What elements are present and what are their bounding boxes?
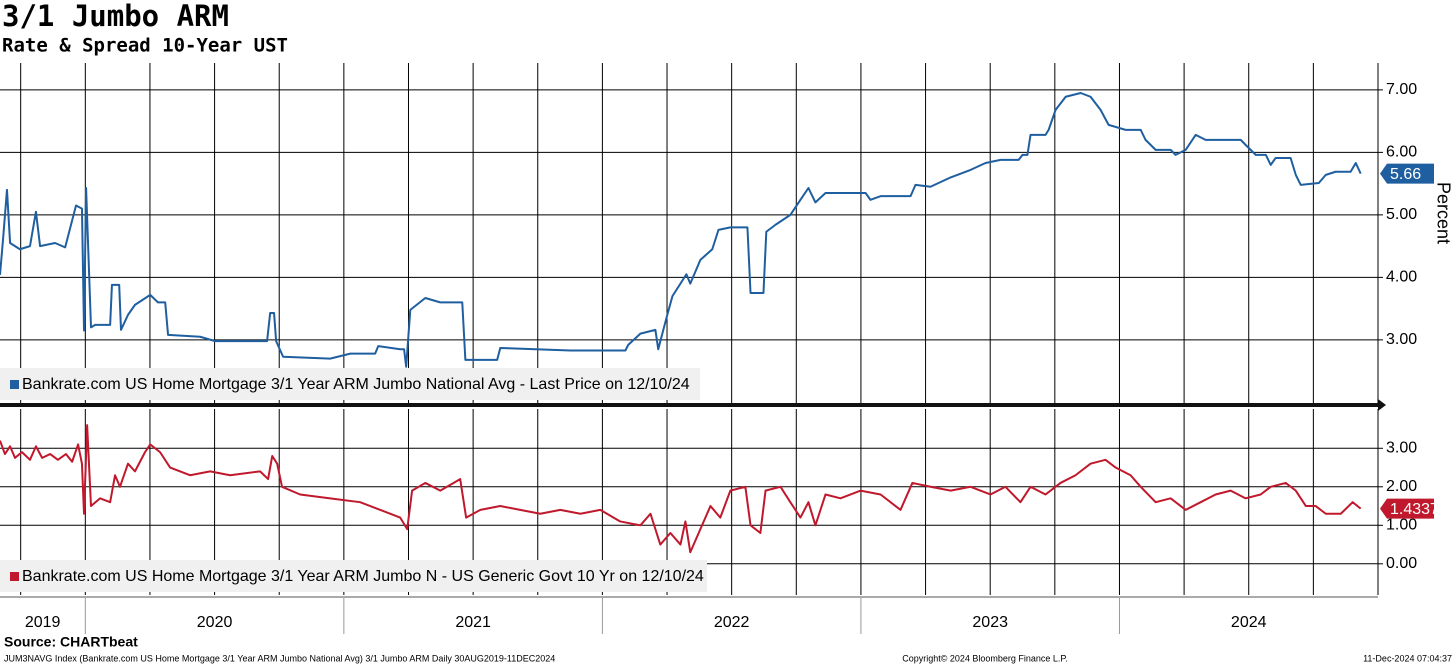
x-tick-label: 2022 — [714, 614, 750, 631]
legend-swatch — [10, 380, 19, 389]
legend-label: Bankrate.com US Home Mortgage 3/1 Year A… — [22, 376, 690, 393]
x-tick-label: 2019 — [25, 614, 61, 631]
y-tick-label: 0.00 — [1386, 555, 1417, 572]
separator-arrow — [1378, 399, 1386, 411]
x-tick-label: 2021 — [455, 614, 491, 631]
footer-note: JUM3NAVG Index (Bankrate.com US Home Mor… — [4, 653, 555, 663]
y-tick-label: 5.00 — [1386, 206, 1417, 223]
legend-box — [0, 560, 707, 592]
copyright: Copyright© 2024 Bloomberg Finance L.P. — [902, 653, 1068, 663]
last-value-label: 1.4337 — [1390, 501, 1439, 518]
series-line — [0, 424, 1362, 554]
x-tick-label: 2023 — [972, 614, 1008, 631]
y-tick-label: 4.00 — [1386, 269, 1417, 286]
legend-swatch — [10, 572, 19, 581]
last-value-box — [1380, 163, 1434, 184]
y-axis-title: Percent — [1433, 182, 1453, 244]
timestamp: 11-Dec-2024 07:04:37 — [1363, 653, 1452, 663]
chart-title: 3/1 Jumbo ARM — [2, 0, 229, 33]
series-line — [0, 92, 1362, 368]
y-tick-label: 2.00 — [1386, 478, 1417, 495]
y-tick-label: 7.00 — [1386, 81, 1417, 98]
y-tick-label: 3.00 — [1386, 439, 1417, 456]
last-value-box — [1380, 498, 1434, 519]
x-tick-label: 2020 — [197, 614, 233, 631]
source: Source: CHARTbeat — [4, 634, 138, 650]
y-tick-label: 6.00 — [1386, 144, 1417, 161]
legend-box — [0, 368, 700, 400]
legend-label: Bankrate.com US Home Mortgage 3/1 Year A… — [22, 568, 704, 585]
last-value-label: 5.66 — [1390, 166, 1421, 183]
y-tick-label: 3.00 — [1386, 331, 1417, 348]
y-tick-label: 1.00 — [1386, 517, 1417, 534]
chart-subtitle: Rate & Spread 10-Year UST — [2, 35, 288, 57]
x-tick-label: 2024 — [1231, 614, 1267, 631]
panel-separator — [0, 403, 1380, 407]
